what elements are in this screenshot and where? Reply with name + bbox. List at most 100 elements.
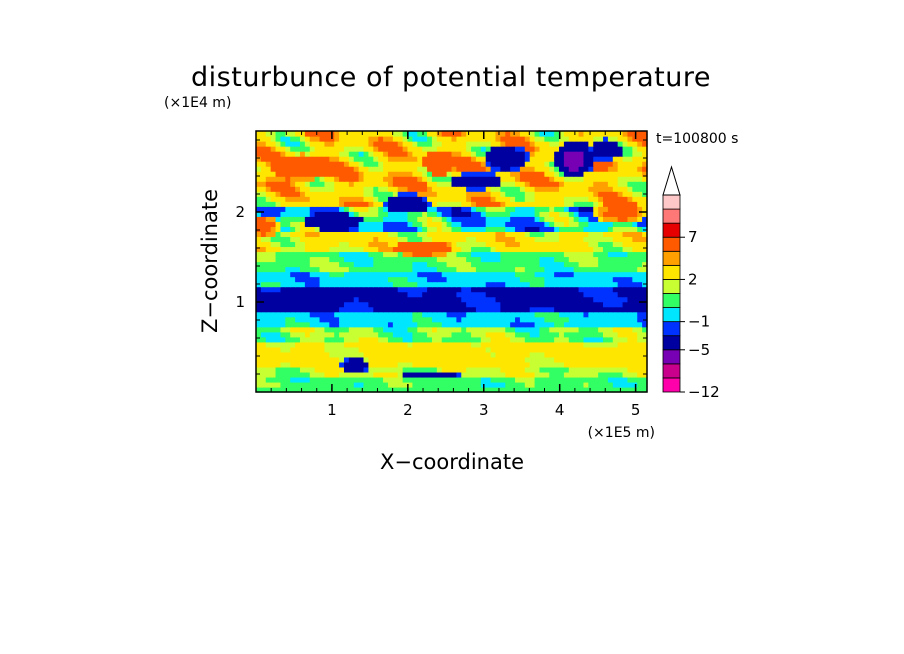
heatmap-cell bbox=[280, 366, 286, 373]
heatmap-cell bbox=[583, 226, 589, 232]
heatmap-cell bbox=[348, 376, 355, 383]
heatmap-cell bbox=[397, 201, 404, 207]
colorbar: −12−5−127 bbox=[662, 165, 720, 401]
heatmap-cell bbox=[632, 266, 638, 273]
heatmap-cell bbox=[299, 141, 306, 147]
heatmap-cell bbox=[568, 346, 575, 353]
x-tick-label: 5 bbox=[631, 401, 641, 419]
heatmap-cell bbox=[431, 136, 438, 142]
heatmap-cell bbox=[402, 381, 409, 388]
heatmap-cell bbox=[622, 351, 629, 358]
heatmap-cell bbox=[593, 201, 599, 207]
heatmap-cell bbox=[637, 326, 643, 333]
heatmap-cell bbox=[265, 166, 272, 172]
heatmap-cell bbox=[510, 366, 516, 373]
heatmap-cell bbox=[583, 146, 589, 152]
heatmap-cell bbox=[422, 296, 428, 303]
heatmap-cell bbox=[353, 261, 360, 268]
heatmap-cell bbox=[583, 216, 589, 222]
heatmap-cell bbox=[402, 316, 409, 323]
heatmap-cell bbox=[471, 236, 477, 243]
heatmap-cell bbox=[456, 321, 462, 328]
heatmap-cell bbox=[554, 156, 560, 162]
heatmap-cell bbox=[461, 256, 467, 263]
heatmap-cell bbox=[309, 286, 316, 293]
heatmap-cell bbox=[290, 166, 296, 172]
heatmap-cell bbox=[593, 286, 599, 293]
heatmap-cell bbox=[524, 171, 531, 177]
heatmap-cell bbox=[358, 151, 365, 157]
heatmap-cell bbox=[539, 181, 545, 187]
heatmap-cell bbox=[642, 351, 648, 358]
heatmap-cell bbox=[358, 256, 365, 263]
heatmap-cell bbox=[417, 141, 423, 147]
heatmap-cell bbox=[295, 196, 301, 202]
heatmap-cell bbox=[632, 251, 638, 258]
heatmap-cell bbox=[446, 211, 453, 217]
heatmap-cell bbox=[397, 316, 404, 323]
heatmap-cell bbox=[593, 231, 599, 237]
heatmap-cell bbox=[324, 171, 330, 177]
heatmap-cell bbox=[373, 381, 379, 388]
heatmap-cell bbox=[578, 266, 585, 273]
heatmap-cell bbox=[529, 266, 536, 273]
heatmap-cell bbox=[461, 351, 467, 358]
heatmap-cell bbox=[583, 351, 589, 358]
heatmap-cell bbox=[334, 141, 340, 147]
heatmap-cell bbox=[539, 151, 545, 157]
heatmap-cell bbox=[441, 206, 448, 212]
heatmap-cell bbox=[334, 281, 340, 288]
heatmap-cell bbox=[598, 186, 604, 192]
heatmap-cell bbox=[275, 221, 282, 227]
heatmap-cell bbox=[295, 321, 301, 328]
heatmap-cell bbox=[299, 306, 306, 313]
heatmap-cell bbox=[598, 226, 604, 232]
heatmap-cell bbox=[544, 166, 550, 172]
heatmap-cell bbox=[549, 161, 555, 167]
heatmap-cell bbox=[466, 221, 472, 227]
heatmap-cell bbox=[485, 376, 492, 383]
heatmap-cell bbox=[427, 241, 433, 248]
heatmap-cell bbox=[412, 371, 418, 378]
heatmap-cell bbox=[353, 291, 360, 298]
heatmap-cell bbox=[495, 221, 501, 227]
heatmap-cell bbox=[299, 291, 306, 298]
heatmap-cell bbox=[412, 361, 418, 368]
heatmap-cell bbox=[343, 266, 350, 273]
heatmap-cell bbox=[260, 241, 267, 248]
heatmap-cell bbox=[422, 131, 428, 137]
heatmap-cell bbox=[549, 281, 555, 288]
heatmap-cell bbox=[607, 166, 614, 172]
heatmap-cell bbox=[392, 151, 399, 157]
heatmap-cell bbox=[304, 331, 311, 338]
heatmap-cell bbox=[480, 351, 487, 358]
heatmap-cell bbox=[627, 176, 633, 182]
heatmap-cell bbox=[578, 211, 585, 217]
heatmap-cell bbox=[422, 341, 428, 348]
heatmap-cell bbox=[510, 281, 516, 288]
heatmap-cell bbox=[529, 346, 536, 353]
heatmap-cell bbox=[275, 191, 282, 197]
heatmap-cell bbox=[441, 376, 448, 383]
heatmap-cell bbox=[353, 241, 360, 248]
heatmap-cell bbox=[348, 251, 355, 258]
heatmap-cell bbox=[627, 161, 633, 167]
heatmap-cell bbox=[383, 341, 389, 348]
heatmap-cell bbox=[412, 281, 418, 288]
heatmap-cell bbox=[422, 161, 428, 167]
heatmap-cell bbox=[373, 131, 379, 137]
heatmap-cell bbox=[260, 216, 267, 222]
heatmap-cell bbox=[461, 381, 467, 388]
heatmap-cell bbox=[451, 301, 457, 308]
heatmap-cell bbox=[314, 226, 321, 232]
heatmap-cell bbox=[270, 356, 277, 363]
heatmap-cell bbox=[407, 296, 413, 303]
heatmap-cell bbox=[617, 151, 624, 157]
heatmap-cell bbox=[632, 171, 638, 177]
heatmap-cell bbox=[466, 346, 472, 353]
heatmap-cell bbox=[285, 371, 291, 378]
heatmap-cell bbox=[295, 346, 301, 353]
heatmap-cell bbox=[554, 141, 560, 147]
heatmap-cell bbox=[436, 366, 443, 373]
heatmap-cell bbox=[554, 266, 560, 273]
